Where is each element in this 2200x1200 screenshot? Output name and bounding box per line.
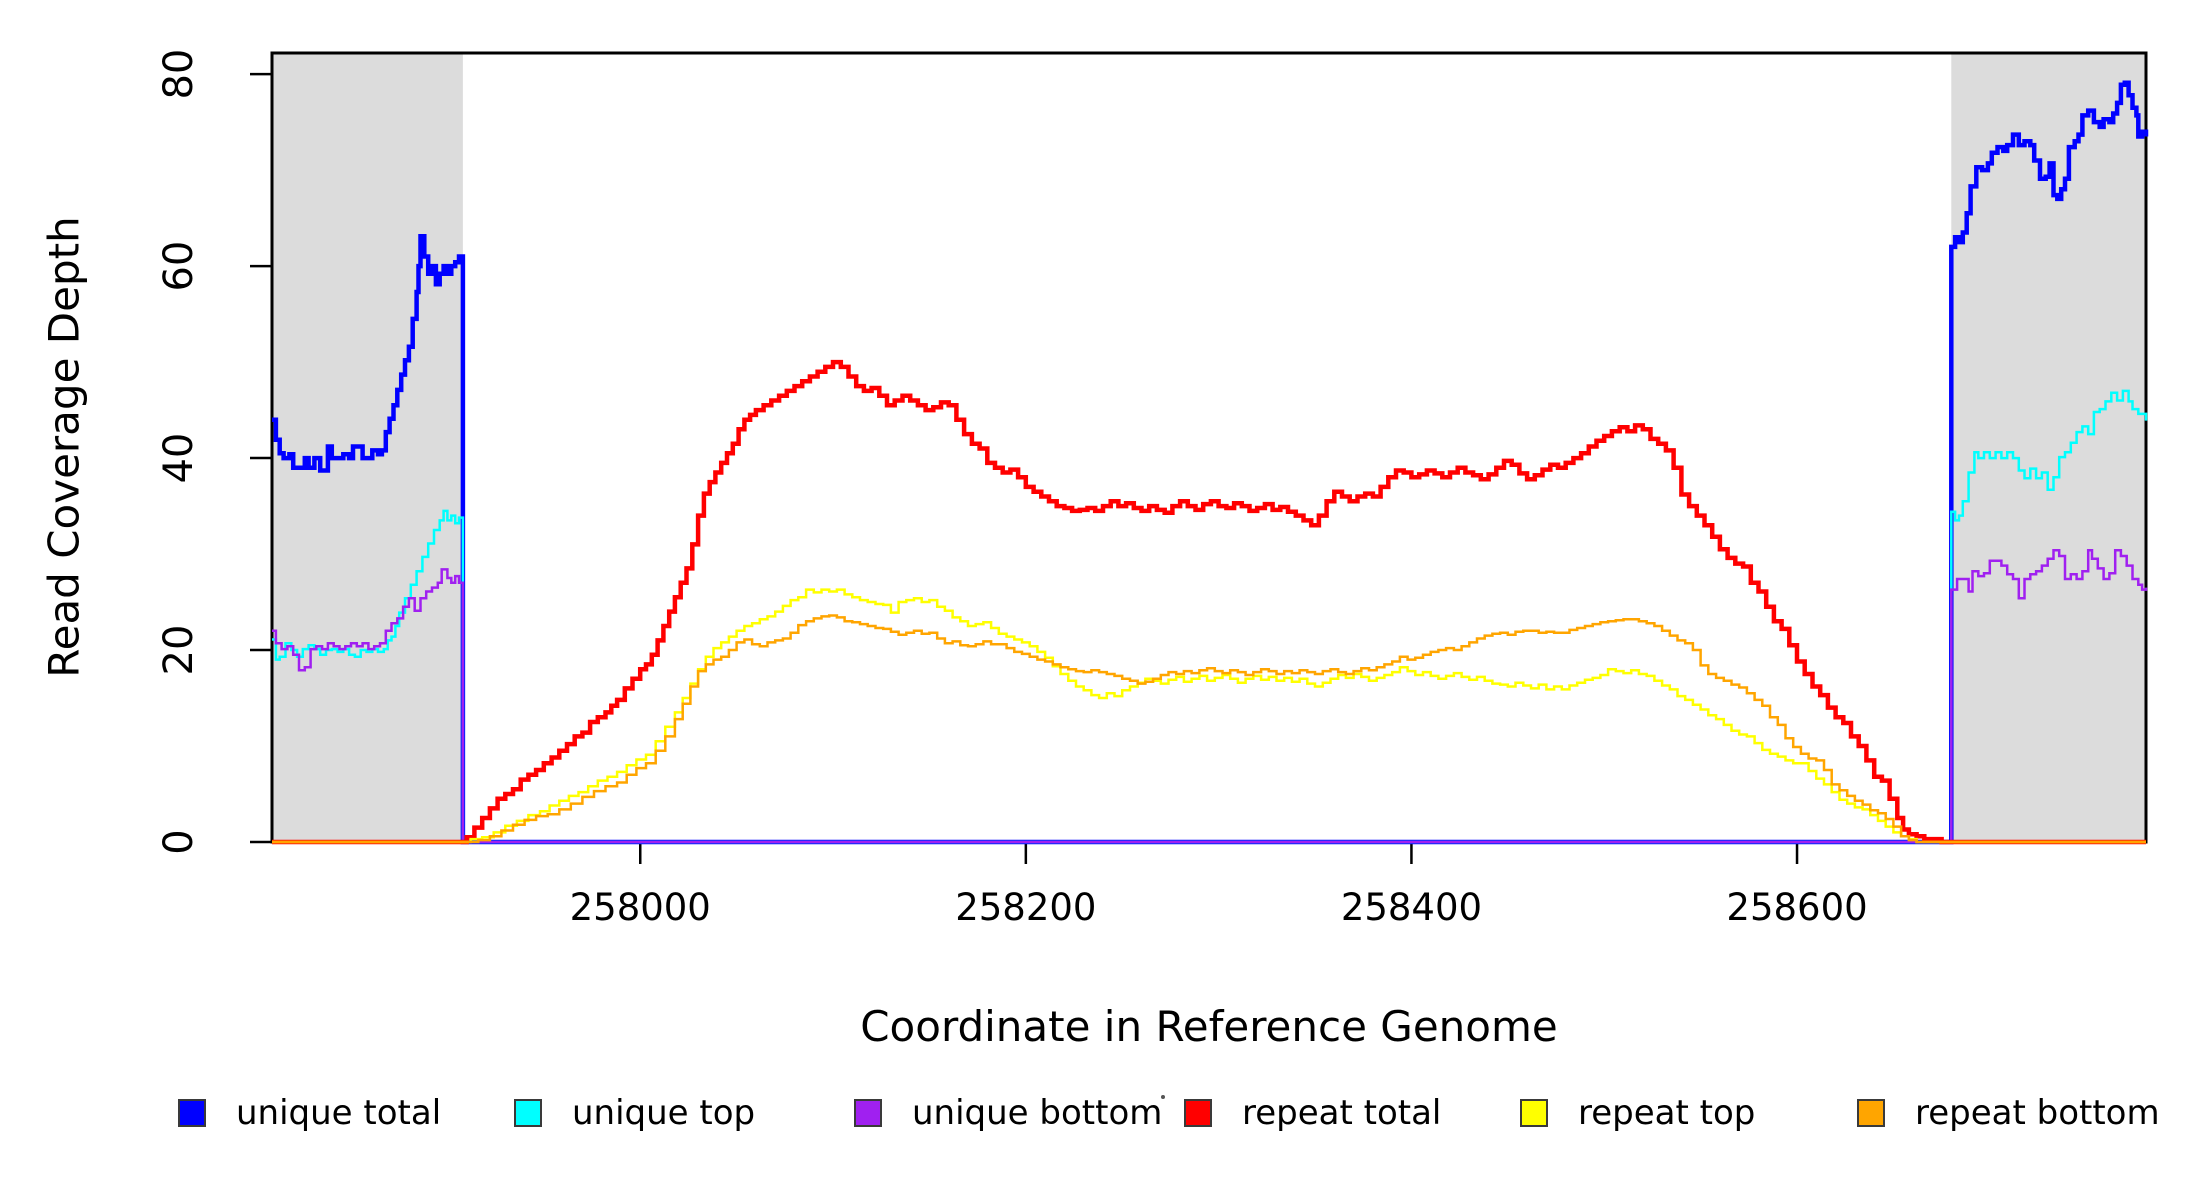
x-tick-label: 258600 xyxy=(1726,886,1867,929)
series-repeat-top xyxy=(272,588,2146,844)
stray-dot-artifact xyxy=(1161,1095,1165,1099)
plot-frame xyxy=(270,51,2148,844)
shaded-region xyxy=(1951,53,2146,842)
x-axis-title: Coordinate in Reference Genome xyxy=(860,1002,1558,1051)
y-tick-label: 0 xyxy=(156,829,202,854)
y-tick-label: 80 xyxy=(156,49,202,100)
shaded-region xyxy=(272,53,463,842)
series-repeat-bottom xyxy=(272,614,2146,844)
y-tick-label: 60 xyxy=(156,241,202,292)
y-axis-title: Read Coverage Depth xyxy=(39,216,89,678)
series-repeat-total xyxy=(272,359,2146,845)
series-unique-total xyxy=(272,80,2149,845)
x-tick-label: 258400 xyxy=(1341,886,1482,929)
series-unique-bottom xyxy=(272,548,2148,844)
x-tick-label: 258200 xyxy=(955,886,1096,929)
series-unique-top xyxy=(272,389,2148,844)
x-tick-label: 258000 xyxy=(570,886,711,929)
y-tick-label: 20 xyxy=(156,625,202,676)
y-tick-label: 40 xyxy=(156,433,202,484)
